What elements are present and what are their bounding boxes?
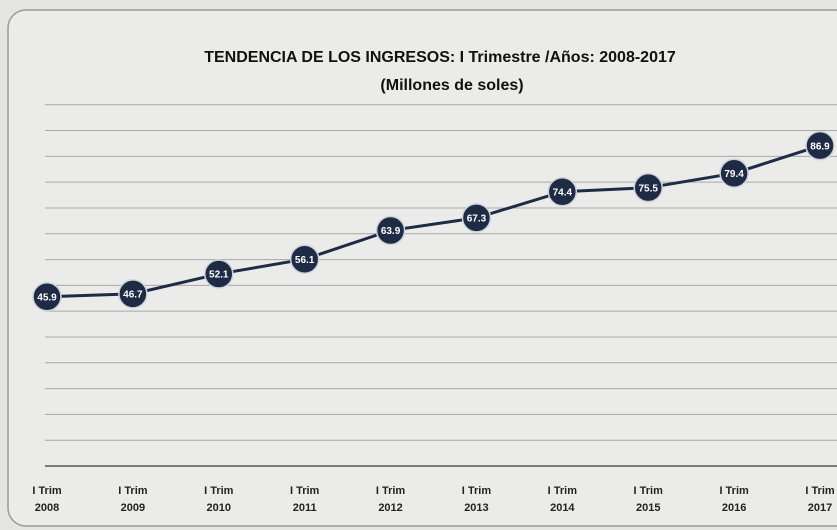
x-tick-label: I Trim (719, 485, 749, 497)
data-label: 45.9 (37, 292, 57, 303)
data-label: 67.3 (467, 214, 487, 225)
data-point (289, 244, 320, 274)
x-tick-label: I Trim (462, 485, 492, 497)
data-label: 56.1 (295, 255, 315, 266)
x-tick-label: 2017 (808, 502, 832, 514)
data-label: 74.4 (553, 187, 573, 198)
data-point (461, 203, 492, 233)
data-point (375, 215, 406, 246)
x-tick-label: 2010 (207, 502, 231, 514)
data-point (633, 172, 663, 203)
data-label: 75.5 (638, 183, 658, 194)
data-label: 86.9 (810, 141, 830, 152)
x-tick-label: I Trim (805, 485, 835, 497)
x-tick-label: 2013 (464, 502, 488, 514)
chart-title: TENDENCIA DE LOS INGRESOS: I Trimestre /… (204, 49, 676, 66)
data-point (805, 130, 835, 161)
data-point (204, 259, 234, 289)
data-line (46, 144, 821, 299)
x-tick-label: 2009 (121, 502, 145, 514)
x-tick-label: 2012 (378, 502, 402, 514)
x-tick-label: I Trim (204, 485, 234, 497)
data-point (32, 282, 62, 312)
chart-frame (7, 9, 837, 527)
x-tick-label: 2016 (722, 502, 746, 514)
x-tick-label: I Trim (548, 485, 578, 497)
data-label: 46.7 (123, 289, 143, 300)
x-tick-label: I Trim (118, 485, 148, 497)
x-tick-label: I Trim (32, 485, 62, 497)
data-label: 63.9 (381, 226, 401, 237)
x-tick-label: I Trim (290, 485, 320, 497)
data-point (118, 279, 148, 309)
data-label: 52.1 (209, 270, 229, 281)
x-tick-label: I Trim (634, 485, 664, 497)
x-tick-label: 2014 (550, 502, 575, 514)
x-tick-label: 2015 (636, 502, 660, 514)
x-tick-label: 2011 (293, 502, 317, 514)
data-label: 79.4 (724, 169, 744, 180)
chart-subtitle: (Millones de soles) (380, 77, 523, 94)
x-tick-label: 2008 (35, 502, 59, 514)
x-tick-label: I Trim (376, 485, 406, 497)
data-point (719, 158, 749, 189)
data-point (547, 176, 578, 207)
